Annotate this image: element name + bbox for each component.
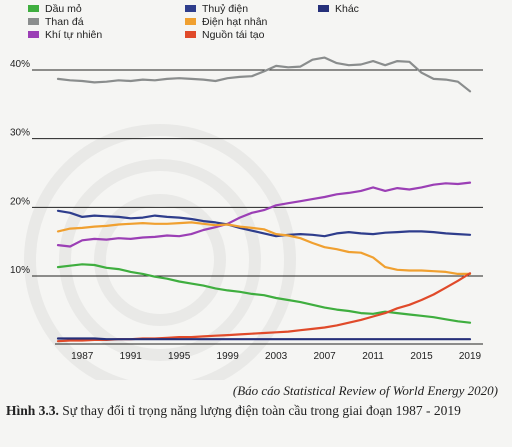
figure-caption: Hình 3.3. Sự thay đổi tỉ trọng năng lượn… (6, 401, 506, 420)
x-tick-label: 1987 (71, 351, 94, 362)
legend-label: Điện hạt nhân (202, 16, 268, 28)
x-tick-label: 2003 (265, 351, 288, 362)
legend-label: Thuỷ điện (202, 3, 248, 15)
y-tick-label: 10% (10, 265, 30, 276)
series-line (56, 209, 472, 238)
series-line (56, 181, 472, 248)
legend-label: Nguồn tái tạo (202, 29, 265, 41)
y-tick-label: 40% (10, 59, 30, 70)
x-tick-label: 1999 (217, 351, 240, 362)
series-line (56, 337, 472, 341)
series-line (56, 221, 472, 275)
x-tick-label: 2007 (313, 351, 336, 362)
legend-label: Khác (335, 3, 359, 15)
x-tick-label: 2011 (362, 351, 384, 362)
y-tick-label: 30% (10, 128, 30, 139)
caption-text: Sự thay đổi tỉ trọng năng lượng điện toà… (58, 403, 461, 418)
caption-number: Hình 3.3. (6, 403, 59, 418)
series-line (56, 263, 472, 324)
x-tick-label: 2015 (410, 351, 433, 362)
legend-swatch (185, 5, 196, 12)
x-tick-label: 2019 (459, 351, 482, 362)
legend-swatch (185, 31, 196, 38)
series-line (56, 56, 472, 93)
legend-swatch (28, 5, 39, 12)
legend-label: Dầu mỏ (45, 3, 82, 15)
legend-swatch (28, 31, 39, 38)
y-tick-label: 20% (10, 196, 30, 207)
legend-swatch (185, 18, 196, 25)
legend-swatch (28, 18, 39, 25)
x-tick-label: 1995 (168, 351, 191, 362)
x-tick-label: 1991 (120, 351, 143, 362)
line-chart: Dầu mỏ Thuỷ điện Khác Than đá Điện hạt nhân K… (10, 3, 483, 380)
watermark-logo (24, 124, 296, 380)
legend-swatch (318, 5, 329, 12)
source-note: (Báo cáo Statistical Review of World Ene… (232, 383, 498, 398)
legend-label: Khí tự nhiên (45, 29, 102, 41)
legend-label: Than đá (45, 16, 84, 28)
